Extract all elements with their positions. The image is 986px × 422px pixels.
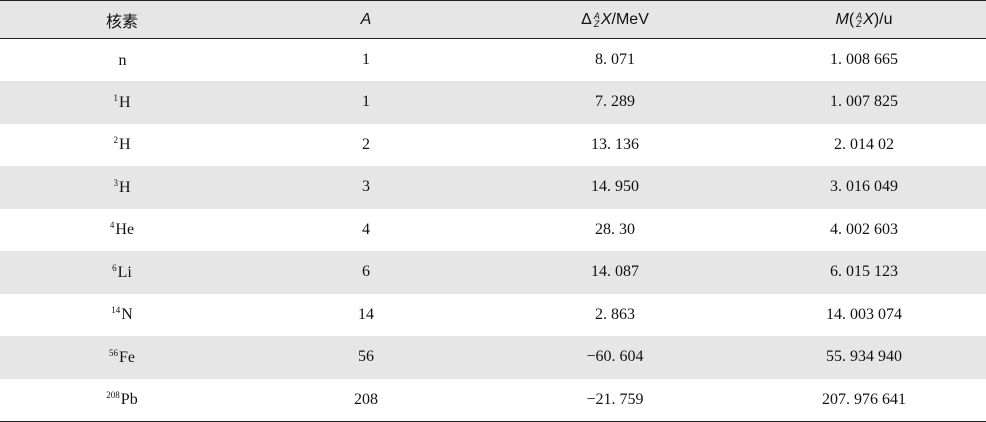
nuclide-cell: 2H xyxy=(0,124,244,167)
atomic-mass-cell: 207. 976 641 xyxy=(822,390,906,408)
header-mass-close: ) xyxy=(873,10,880,28)
header-mass-number: A xyxy=(244,0,488,39)
header-delta-sup: A xyxy=(593,10,600,21)
nuclide-cell: 14N xyxy=(0,294,244,337)
nuclide-mass-sup: 3 xyxy=(113,177,118,188)
nuclide-symbol: He xyxy=(115,221,135,239)
mass-number-cell: 2 xyxy=(362,135,370,153)
nuclide-cell: n xyxy=(0,39,244,82)
nuclide-symbol: H xyxy=(118,178,131,196)
mass-excess-cell: 14. 950 xyxy=(591,178,639,196)
mass-number-cell: 3 xyxy=(362,178,370,196)
mass-number-cell: 4 xyxy=(362,220,370,238)
atomic-mass-cell: 1. 007 825 xyxy=(830,93,898,111)
nuclide-mass-sup: 6 xyxy=(112,262,117,273)
nuclide-cell: 208Pb xyxy=(0,379,244,422)
header-delta-var: X xyxy=(600,10,612,28)
nuclide-cell: 56Fe xyxy=(0,336,244,379)
nuclide-mass-sup: 56 xyxy=(109,347,118,358)
atomic-mass-cell: 55. 934 940 xyxy=(826,348,902,366)
table-row: 4He 4 28. 30 4. 002 603 xyxy=(0,209,986,252)
header-mass-x: X xyxy=(863,10,874,28)
nuclide-symbol: Fe xyxy=(119,348,135,366)
nuclide-symbol: Pb xyxy=(120,391,138,408)
table-row: 208Pb 208 −21. 759 207. 976 641 xyxy=(0,379,986,422)
header-delta-sub: Z xyxy=(593,18,600,29)
nuclide-mass-sup: 2 xyxy=(113,135,118,146)
header-mass-open: ( xyxy=(848,10,855,28)
table-row: n 1 8. 071 1. 008 665 xyxy=(0,39,986,82)
table-row: 6Li 6 14. 087 6. 015 123 xyxy=(0,251,986,294)
mass-excess-cell: −60. 604 xyxy=(586,348,644,366)
table-row: 1H 1 7. 289 1. 007 825 xyxy=(0,81,986,124)
table-row: 14N 14 2. 863 14. 003 074 xyxy=(0,294,986,337)
nuclide-symbol: H xyxy=(118,136,131,154)
mass-number-cell: 14 xyxy=(358,305,374,323)
mass-excess-cell: 14. 087 xyxy=(591,263,639,281)
mass-number-cell: 1 xyxy=(362,93,370,111)
header-delta-unit: /MeV xyxy=(611,10,649,28)
table-row: 56Fe 56 −60. 604 55. 934 940 xyxy=(0,336,986,379)
atomic-mass-cell: 6. 015 123 xyxy=(830,263,898,281)
mass-number-cell: 208 xyxy=(354,390,378,408)
nuclide-cell: 1H xyxy=(0,81,244,124)
nuclide-cell: 4He xyxy=(0,209,244,252)
nuclide-cell: 3H xyxy=(0,166,244,209)
header-mass-var: M xyxy=(835,10,849,28)
nuclide-cell: 6Li xyxy=(0,251,244,294)
table-row: 2H 2 13. 136 2. 014 02 xyxy=(0,124,986,167)
mass-excess-cell: 2. 863 xyxy=(595,305,635,323)
mass-number-cell: 6 xyxy=(362,263,370,281)
header-atomic-mass: M(A Z X)/u xyxy=(742,0,986,39)
mass-excess-cell: 8. 071 xyxy=(595,51,635,68)
atomic-mass-cell: 14. 003 074 xyxy=(826,305,902,323)
mass-excess-cell: 7. 289 xyxy=(595,93,635,111)
nuclide-mass-sup: 208 xyxy=(106,390,120,400)
mass-excess-cell: 28. 30 xyxy=(595,220,635,238)
nuclide-mass-sup: 14 xyxy=(111,305,121,316)
atomic-mass-cell: 4. 002 603 xyxy=(830,220,898,238)
nuclide-symbol: H xyxy=(118,93,131,111)
header-nuclide: 核素 xyxy=(0,0,244,39)
nuclide-symbol: Li xyxy=(117,263,132,281)
nuclide-symbol: N xyxy=(121,306,133,324)
header-a-symbol: A xyxy=(360,10,372,28)
mass-excess-cell: −21. 759 xyxy=(586,390,644,408)
header-delta-symbol: Δ xyxy=(581,10,592,28)
nuclide-symbol: n xyxy=(118,51,127,69)
header-row: 核素 A Δ A Z X/MeV M(A Z X)/u xyxy=(0,0,986,39)
table-row: 3H 3 14. 950 3. 016 049 xyxy=(0,166,986,209)
mass-number-cell: 1 xyxy=(362,51,370,68)
header-mass-unit: /u xyxy=(879,10,893,28)
nuclide-mass-sup: 4 xyxy=(109,220,115,231)
atomic-mass-cell: 3. 016 049 xyxy=(830,178,898,196)
mass-excess-cell: 13. 136 xyxy=(591,135,639,153)
atomic-mass-cell: 1. 008 665 xyxy=(830,51,898,68)
mass-number-cell: 56 xyxy=(358,348,374,366)
header-mass-sup: A xyxy=(856,10,863,21)
atomic-mass-cell: 2. 014 02 xyxy=(834,135,894,153)
header-mass-excess: Δ A Z X/MeV xyxy=(488,0,742,39)
nuclide-mass-sup: 1 xyxy=(113,92,118,103)
header-mass-sub: Z xyxy=(856,18,862,29)
